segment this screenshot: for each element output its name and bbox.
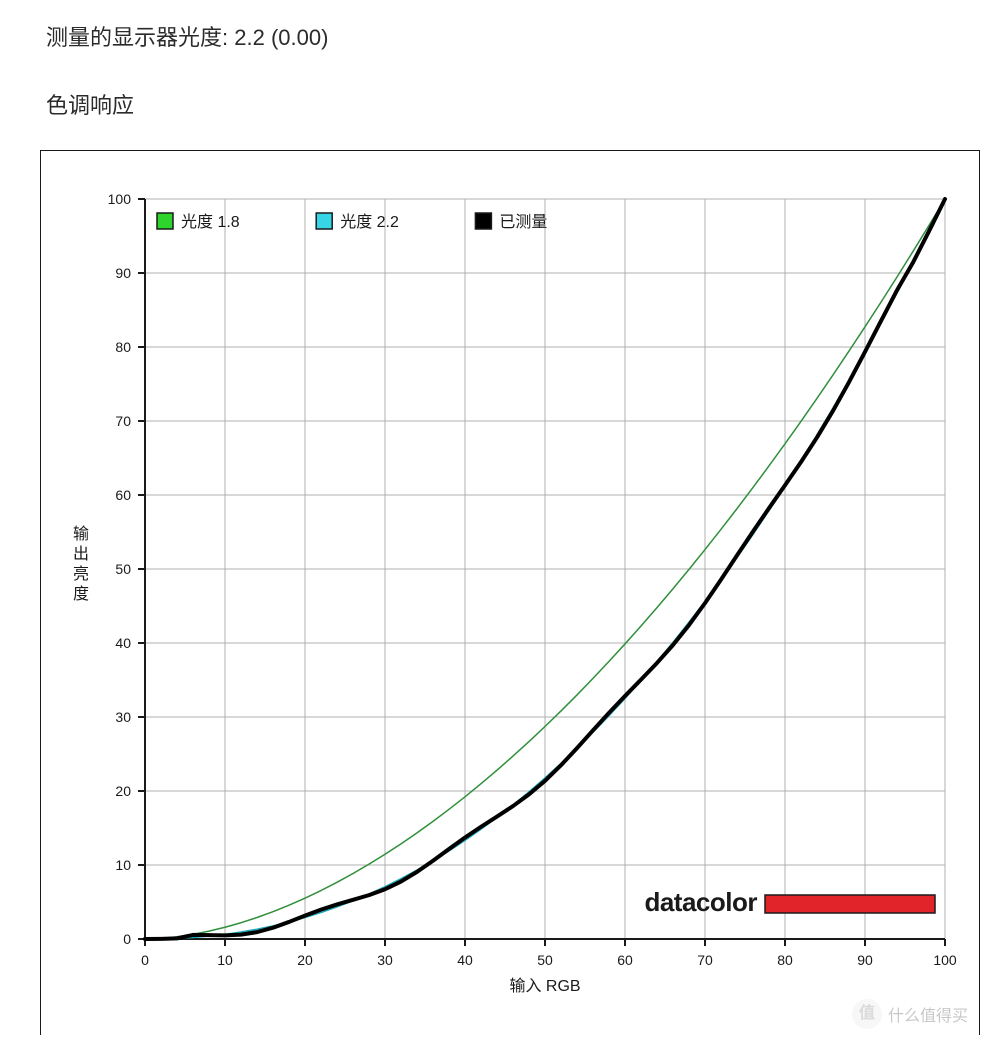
- svg-text:60: 60: [617, 952, 633, 968]
- svg-text:40: 40: [115, 635, 131, 651]
- svg-text:输入 RGB: 输入 RGB: [509, 977, 580, 995]
- svg-text:0: 0: [123, 931, 131, 947]
- svg-text:10: 10: [115, 857, 131, 873]
- svg-text:100: 100: [108, 191, 132, 207]
- svg-text:30: 30: [377, 952, 393, 968]
- svg-text:50: 50: [537, 952, 553, 968]
- svg-text:30: 30: [115, 709, 131, 725]
- svg-text:80: 80: [115, 339, 131, 355]
- svg-text:40: 40: [457, 952, 473, 968]
- section-title: 色调响应: [46, 88, 982, 120]
- svg-text:20: 20: [115, 783, 131, 799]
- measured-gamma-label: 测量的显示器光度:: [46, 25, 228, 50]
- svg-text:90: 90: [857, 952, 873, 968]
- svg-text:20: 20: [297, 952, 313, 968]
- svg-text:输出亮度: 输出亮度: [73, 525, 89, 603]
- branding-bar: [765, 895, 935, 913]
- svg-text:60: 60: [115, 487, 131, 503]
- legend-swatch-gamma22: [316, 213, 332, 229]
- chart-container: 0 10 20 30 40 50 60 70 80 90 100 0 10 20 30 40 50 60 70 80 9…: [40, 150, 980, 1035]
- svg-text:50: 50: [115, 561, 131, 577]
- measured-gamma-value: 2.2 (0.00): [234, 25, 328, 50]
- legend-label-gamma18: 光度 1.8: [181, 213, 240, 231]
- svg-text:90: 90: [115, 265, 131, 281]
- svg-text:80: 80: [777, 952, 793, 968]
- branding-text: datacolor: [644, 887, 757, 917]
- legend-swatch-gamma18: [157, 213, 173, 229]
- svg-text:70: 70: [115, 413, 131, 429]
- tone-response-chart: 0 10 20 30 40 50 60 70 80 90 100 0 10 20 30 40 50 60 70 80 9…: [41, 169, 979, 1035]
- svg-text:10: 10: [217, 952, 233, 968]
- svg-text:0: 0: [141, 952, 149, 968]
- measured-gamma-line: 测量的显示器光度: 2.2 (0.00): [46, 20, 982, 52]
- legend-label-measured: 已测量: [499, 213, 547, 231]
- svg-text:100: 100: [933, 952, 957, 968]
- svg-text:70: 70: [697, 952, 713, 968]
- legend-swatch-measured: [475, 213, 491, 229]
- legend-label-gamma22: 光度 2.2: [340, 213, 399, 231]
